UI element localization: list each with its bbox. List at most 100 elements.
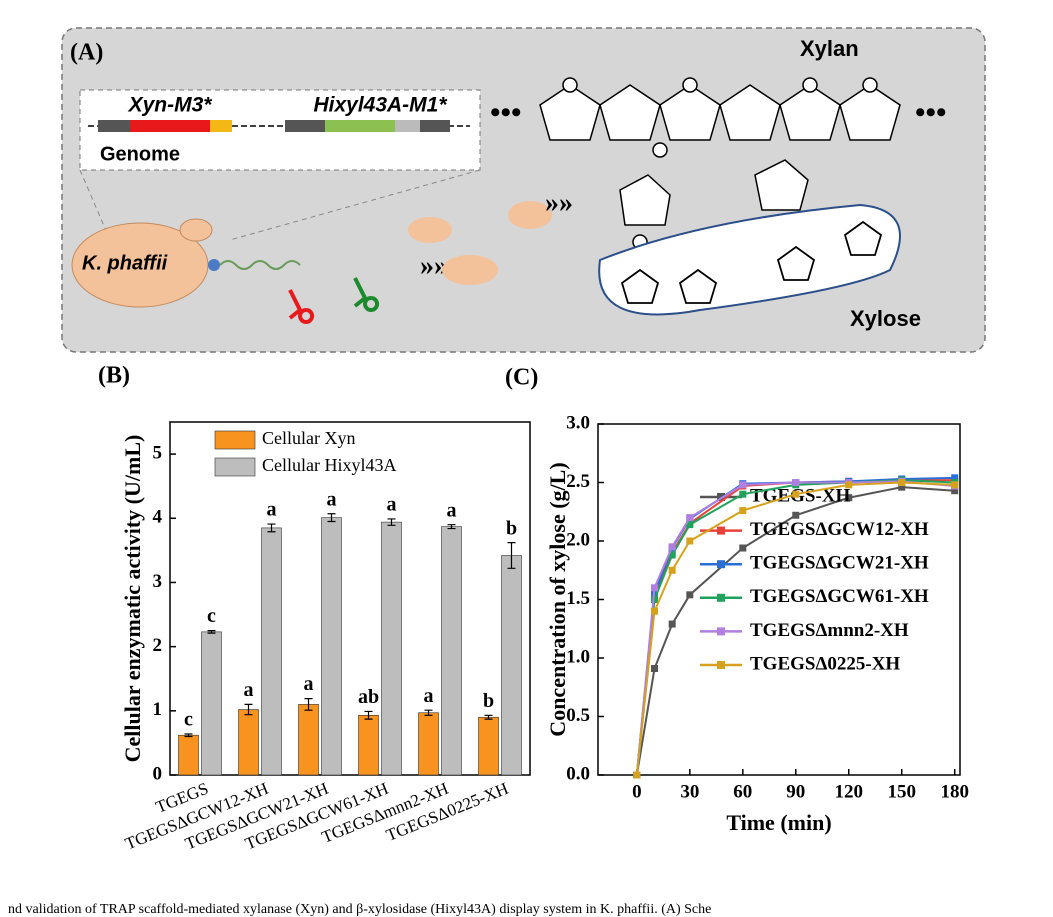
- panel-label: (C): [505, 365, 538, 391]
- legend-label: Cellular Hixyl43A: [262, 455, 396, 475]
- legend-swatch: [214, 457, 256, 477]
- significance-label: a: [244, 679, 254, 701]
- legend-marker: [717, 627, 725, 636]
- bar: [358, 715, 379, 776]
- significance-label: c: [207, 605, 216, 627]
- bar: [298, 704, 319, 776]
- y-tick-label: 0.0: [566, 763, 590, 784]
- bar: [178, 734, 199, 776]
- point: [845, 494, 853, 502]
- point: [739, 481, 747, 489]
- y-tick-label: 2.5: [566, 471, 590, 492]
- x-tick-label: 180: [940, 781, 969, 802]
- point: [898, 479, 906, 486]
- gene-seg: [395, 120, 420, 132]
- point: [898, 483, 906, 491]
- error-bar: [364, 710, 373, 720]
- xylose-region: [598, 203, 901, 316]
- significance-label: ab: [358, 686, 379, 708]
- x-tick-label: 60: [733, 781, 752, 802]
- bar: [238, 709, 259, 776]
- x-tick-label: 30: [680, 781, 699, 802]
- scissors-icon: [353, 277, 380, 312]
- yeast-bud: [179, 218, 213, 242]
- y-tick-label: 2.0: [566, 529, 590, 550]
- point: [651, 584, 659, 592]
- x-tick-label: 120: [835, 781, 864, 802]
- legend-swatch: [214, 430, 256, 450]
- bar: [441, 526, 462, 776]
- point: [686, 514, 694, 522]
- point: [668, 620, 676, 628]
- significance-label: a: [387, 494, 397, 516]
- ellipsis: •••: [915, 96, 947, 129]
- yeast-cell: [442, 255, 498, 285]
- error-bar: [207, 629, 216, 634]
- point: [792, 479, 800, 486]
- significance-label: a: [327, 488, 337, 510]
- significance-label: c: [184, 709, 193, 731]
- gene-seg: [420, 120, 450, 132]
- y-tick-label: 5: [153, 442, 163, 463]
- gene-label: Xyn-M3*: [128, 94, 213, 117]
- gene-seg: [130, 120, 210, 132]
- xylose-rings: [620, 220, 883, 304]
- scissors-icon: [288, 289, 315, 324]
- y-tick-label: 2: [153, 635, 163, 656]
- panel-a-box: [61, 27, 986, 353]
- legend-label: TGEGSΔGCW61-XH: [750, 586, 929, 607]
- point: [739, 507, 747, 515]
- yeast-cell: [408, 217, 452, 243]
- point: [651, 596, 659, 603]
- point: [686, 521, 694, 529]
- y-tick-label: 1: [153, 699, 163, 720]
- error-bar: [304, 698, 313, 711]
- genome-label: Genome: [100, 143, 180, 165]
- arrow: »»: [545, 187, 573, 218]
- panel-label: (B): [98, 363, 130, 389]
- legend-label: TGEGSΔGCW21-XH: [750, 553, 929, 574]
- point: [633, 771, 641, 779]
- legend-label: TGEGSΔ0225-XH: [750, 653, 900, 674]
- significance-label: a: [447, 499, 457, 521]
- point: [686, 591, 694, 599]
- plot-frame: [169, 421, 531, 776]
- legend-label: TGEGSΔGCW12-XH: [750, 519, 929, 540]
- legend-marker: [717, 526, 725, 535]
- error-bar: [447, 524, 456, 530]
- bar: [478, 716, 499, 776]
- error-bar: [507, 542, 516, 569]
- significance-label: b: [483, 690, 494, 712]
- gene-seg: [210, 120, 232, 132]
- y-axis-title: Cellular enzymatic activity (U/mL): [120, 435, 145, 763]
- point: [951, 481, 959, 489]
- legend-label: TGEGSΔmnn2-XH: [750, 620, 909, 641]
- ellipsis: •••: [490, 96, 522, 129]
- gene-seg: [325, 120, 395, 132]
- legend-marker: [717, 661, 725, 669]
- yeast-cell: [508, 201, 552, 229]
- x-tick-label: 0: [632, 781, 642, 802]
- y-tick-label: 1.5: [566, 588, 590, 609]
- error-bar: [484, 714, 493, 720]
- significance-label: a: [304, 673, 314, 695]
- bar: [501, 555, 522, 776]
- bar: [261, 527, 282, 776]
- y-tick-label: 3.0: [566, 412, 590, 433]
- legend-marker: [717, 593, 725, 602]
- y-tick-label: 4: [153, 507, 163, 528]
- error-bar: [387, 518, 396, 526]
- point: [651, 665, 659, 673]
- xylan-label: Xylan: [800, 36, 859, 61]
- bar: [201, 631, 222, 776]
- point: [792, 490, 800, 498]
- bar: [321, 517, 342, 776]
- error-bar: [424, 709, 433, 716]
- y-axis-title: Concentration of xylose (g/L): [545, 462, 570, 736]
- gene-label: Hixyl43A-M1*: [313, 94, 447, 117]
- point: [739, 544, 747, 552]
- significance-label: a: [267, 499, 277, 521]
- error-bar: [327, 513, 336, 523]
- y-tick-label: 1.0: [566, 646, 590, 667]
- legend-marker: [717, 560, 725, 569]
